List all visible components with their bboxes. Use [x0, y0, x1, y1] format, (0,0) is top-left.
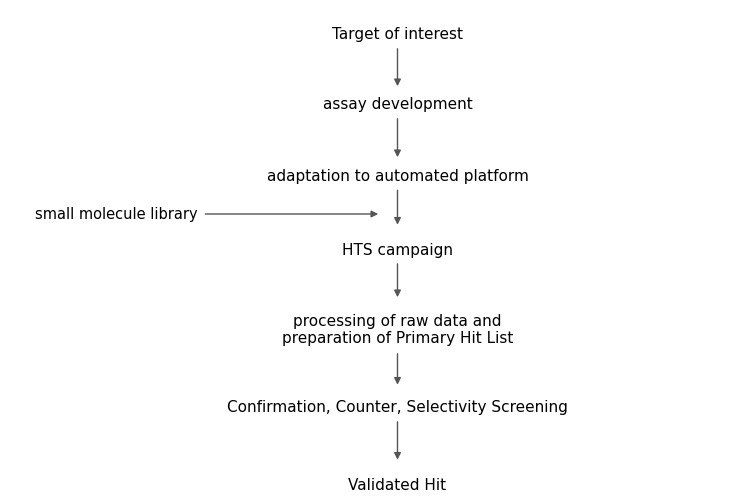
Text: Target of interest: Target of interest	[332, 28, 463, 42]
Text: adaptation to automated platform: adaptation to automated platform	[266, 168, 529, 184]
Text: processing of raw data and
preparation of Primary Hit List: processing of raw data and preparation o…	[282, 314, 513, 346]
Text: HTS campaign: HTS campaign	[342, 242, 453, 258]
Text: small molecule library: small molecule library	[35, 206, 197, 222]
Text: Validated Hit: Validated Hit	[349, 478, 446, 492]
Text: assay development: assay development	[322, 98, 472, 112]
Text: Confirmation, Counter, Selectivity Screening: Confirmation, Counter, Selectivity Scree…	[227, 400, 568, 415]
